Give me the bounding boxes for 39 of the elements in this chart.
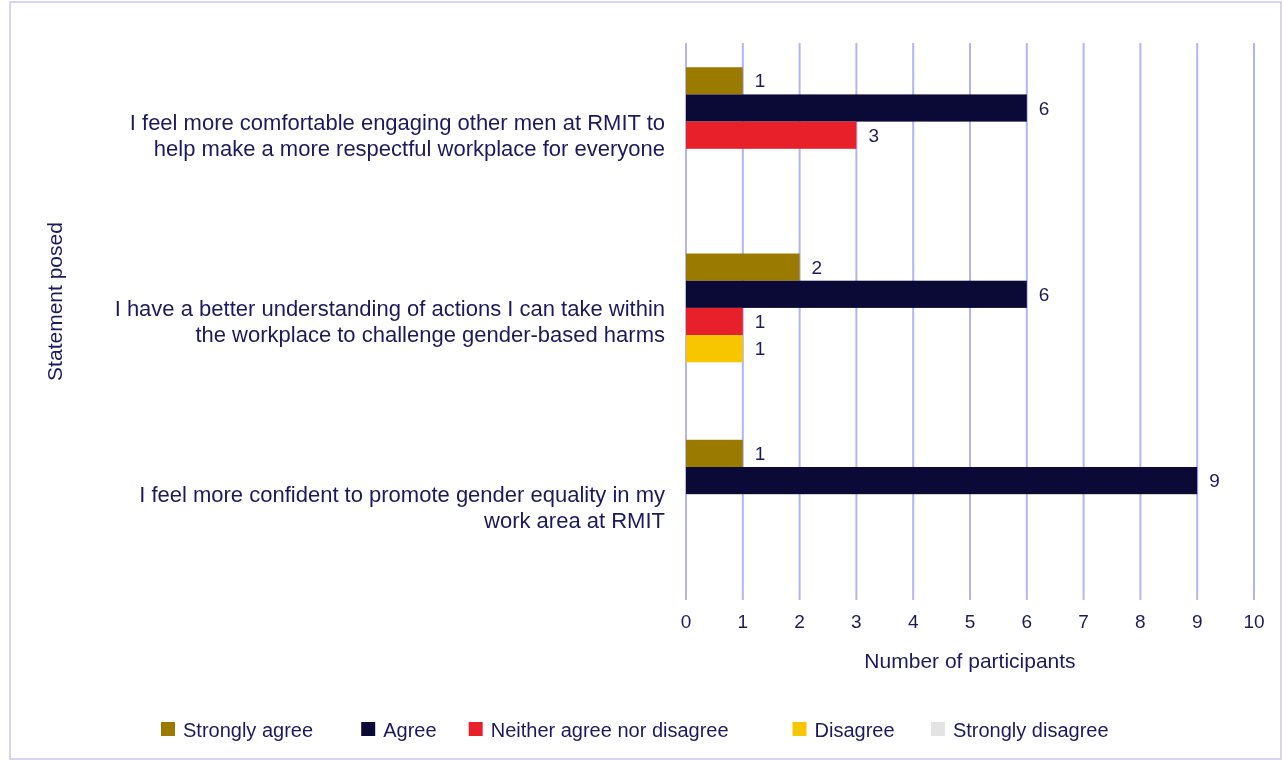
x-tick-label: 6 xyxy=(1021,611,1033,632)
x-tick-label: 4 xyxy=(907,611,919,632)
bar xyxy=(686,280,1027,308)
x-tick-label: 5 xyxy=(964,611,976,632)
legend-label: Neither agree nor disagree xyxy=(490,719,729,741)
data-label: 6 xyxy=(1038,97,1050,119)
legend-label: Strongly agree xyxy=(183,719,314,741)
x-tick-label: 9 xyxy=(1191,611,1203,632)
legend-label: Agree xyxy=(383,719,437,741)
x-tick-label: 7 xyxy=(1078,611,1089,632)
legend-label: Disagree xyxy=(814,719,895,741)
x-tick-label: 2 xyxy=(794,611,805,632)
x-axis-title: Number of participants xyxy=(864,649,1076,672)
y-axis-title: Statement posed xyxy=(43,222,66,381)
data-label: 3 xyxy=(868,124,879,146)
legend-label: Strongly disagree xyxy=(952,719,1109,741)
data-label: 1 xyxy=(754,338,766,360)
bar xyxy=(686,466,1198,495)
bar xyxy=(686,67,743,95)
x-tick-label: 3 xyxy=(851,611,862,632)
y-tick-label: I have a better understanding of actions I can take within the workplace to challenge gender-based harms xyxy=(114,296,665,348)
data-label: 1 xyxy=(754,443,766,465)
bar xyxy=(686,439,743,467)
y-tick-label: I feel more confident to promote gender equality in my work area at RMIT xyxy=(139,482,665,534)
bar xyxy=(686,335,743,363)
x-tick-label: 10 xyxy=(1243,611,1265,632)
bar xyxy=(686,307,743,336)
bar xyxy=(686,253,800,281)
x-tick-label: 8 xyxy=(1135,611,1146,632)
data-label: 6 xyxy=(1038,283,1050,305)
y-tick-label: I feel more comfortable engaging other men at RMIT to help make a more respectful workplace for everyone xyxy=(129,109,665,161)
data-label: 9 xyxy=(1209,470,1220,492)
data-label: 1 xyxy=(754,311,766,333)
x-tick-label: 1 xyxy=(737,611,749,632)
x-tick-label: 0 xyxy=(680,611,692,632)
bar xyxy=(686,94,1027,122)
bar xyxy=(686,121,857,149)
data-label: 1 xyxy=(754,70,766,92)
data-label: 2 xyxy=(811,256,823,278)
